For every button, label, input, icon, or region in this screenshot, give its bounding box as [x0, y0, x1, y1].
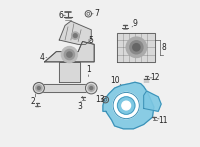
Polygon shape — [45, 41, 94, 62]
Text: 12: 12 — [151, 73, 160, 82]
Circle shape — [130, 41, 143, 54]
Circle shape — [126, 37, 147, 57]
Text: 4: 4 — [39, 53, 44, 62]
Text: 7: 7 — [95, 9, 100, 18]
Polygon shape — [39, 84, 91, 92]
Polygon shape — [45, 41, 94, 62]
Circle shape — [73, 34, 77, 37]
Circle shape — [33, 82, 44, 94]
Text: 11: 11 — [158, 116, 167, 125]
Circle shape — [72, 32, 79, 39]
Circle shape — [64, 50, 75, 60]
Text: 6: 6 — [58, 11, 63, 20]
Polygon shape — [117, 33, 155, 62]
Circle shape — [88, 85, 94, 91]
Circle shape — [36, 85, 42, 91]
Text: 10: 10 — [110, 76, 119, 85]
Circle shape — [90, 87, 93, 90]
Circle shape — [122, 101, 131, 110]
Text: 9: 9 — [133, 20, 137, 29]
Circle shape — [133, 44, 140, 51]
Polygon shape — [103, 82, 154, 129]
Text: 5: 5 — [89, 36, 94, 45]
Circle shape — [67, 52, 72, 57]
Circle shape — [61, 47, 77, 63]
Circle shape — [117, 97, 135, 114]
Polygon shape — [59, 62, 80, 82]
Circle shape — [37, 87, 40, 90]
Text: 8: 8 — [162, 43, 166, 52]
Text: 3: 3 — [77, 102, 82, 111]
Text: 13: 13 — [95, 95, 105, 104]
Polygon shape — [59, 21, 91, 44]
Text: 1: 1 — [86, 65, 91, 74]
Text: 2: 2 — [31, 97, 35, 106]
Polygon shape — [144, 91, 161, 111]
Circle shape — [113, 92, 139, 119]
Circle shape — [85, 82, 97, 94]
